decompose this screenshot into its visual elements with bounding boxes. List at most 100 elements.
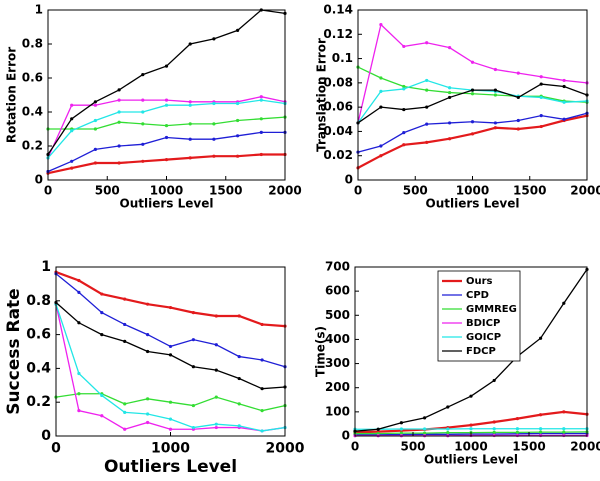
point bbox=[93, 118, 97, 123]
point bbox=[141, 110, 145, 114]
y-tick-label: 0.02 bbox=[323, 148, 353, 162]
point bbox=[168, 353, 173, 357]
point bbox=[492, 420, 496, 424]
point bbox=[237, 314, 241, 318]
x-tick-label: 2000 bbox=[266, 441, 305, 457]
y-tick-label: 0.6 bbox=[26, 327, 51, 343]
y-tick-label: 0.1 bbox=[332, 51, 353, 65]
series-line bbox=[47, 153, 285, 175]
point bbox=[214, 395, 218, 399]
point bbox=[379, 76, 383, 80]
point bbox=[214, 314, 218, 318]
point bbox=[446, 431, 450, 435]
y-tick-label: 0.14 bbox=[323, 3, 353, 17]
x-axis-label: Outliers Level bbox=[120, 197, 214, 211]
point bbox=[77, 409, 81, 413]
point bbox=[516, 118, 520, 123]
point bbox=[448, 137, 452, 141]
point bbox=[164, 158, 169, 162]
y-tick-label: 0 bbox=[35, 173, 43, 187]
x-axis-label: Outliers Level bbox=[424, 453, 518, 467]
legend-box bbox=[437, 270, 521, 362]
point bbox=[379, 154, 383, 158]
y-tick-label: 1 bbox=[41, 259, 51, 275]
point bbox=[425, 41, 429, 45]
point bbox=[188, 137, 192, 141]
point bbox=[376, 427, 380, 431]
y-axis-label: Success Rate bbox=[4, 288, 24, 414]
y-tick-label: 0.12 bbox=[323, 27, 353, 41]
point bbox=[188, 42, 192, 46]
point bbox=[168, 417, 173, 421]
point bbox=[425, 105, 429, 109]
point bbox=[70, 166, 74, 170]
x-tick-label: 1000 bbox=[456, 183, 489, 197]
point bbox=[423, 431, 427, 435]
series-line bbox=[55, 303, 286, 432]
subplot: 0 100 200 300 400 500 600 700 0 500 1000 1500 2000 Ou… bbox=[314, 260, 600, 467]
y-tick-label: 0.2 bbox=[26, 394, 51, 410]
point bbox=[70, 159, 74, 163]
point bbox=[141, 159, 145, 163]
y-tick-label: 0 bbox=[342, 429, 350, 443]
point bbox=[539, 430, 543, 434]
point bbox=[425, 88, 429, 92]
point bbox=[123, 297, 127, 301]
y-tick-label: 1 bbox=[35, 3, 43, 17]
point bbox=[562, 301, 566, 305]
point bbox=[214, 368, 218, 372]
point bbox=[470, 92, 475, 96]
point bbox=[164, 98, 169, 102]
point bbox=[70, 117, 74, 121]
point bbox=[236, 154, 240, 158]
point bbox=[562, 100, 566, 104]
point bbox=[515, 430, 520, 434]
point bbox=[470, 132, 475, 136]
point bbox=[141, 122, 145, 126]
x-tick-label: 500 bbox=[95, 183, 120, 197]
x-axis-label: Outliers Level bbox=[426, 197, 520, 211]
x-tick-label: 1500 bbox=[512, 439, 545, 453]
point bbox=[100, 292, 104, 296]
point bbox=[379, 89, 383, 93]
point bbox=[93, 100, 97, 104]
point bbox=[516, 127, 520, 131]
point bbox=[448, 90, 452, 95]
point bbox=[260, 409, 264, 413]
point bbox=[448, 121, 452, 125]
x-axis-label: Outliers Level bbox=[104, 457, 237, 477]
point bbox=[493, 67, 497, 72]
point bbox=[469, 423, 473, 427]
point bbox=[423, 427, 427, 431]
point bbox=[146, 333, 150, 337]
point bbox=[117, 98, 121, 102]
series-line bbox=[55, 304, 286, 432]
point bbox=[237, 354, 241, 359]
point bbox=[146, 349, 150, 354]
point bbox=[212, 122, 216, 126]
point bbox=[141, 98, 145, 102]
point bbox=[93, 147, 97, 151]
point bbox=[516, 71, 520, 75]
point bbox=[539, 336, 543, 340]
point bbox=[402, 87, 406, 91]
point bbox=[123, 339, 127, 343]
point bbox=[237, 376, 241, 381]
point bbox=[379, 105, 383, 109]
point bbox=[146, 412, 150, 416]
point bbox=[93, 127, 97, 131]
series-line bbox=[357, 79, 588, 124]
point bbox=[539, 427, 543, 431]
point bbox=[123, 410, 127, 414]
point bbox=[191, 403, 195, 408]
point bbox=[259, 130, 263, 134]
x-tick-label: 0 bbox=[351, 439, 359, 453]
y-tick-label: 0.4 bbox=[22, 105, 43, 119]
point bbox=[77, 321, 81, 325]
point bbox=[539, 413, 543, 417]
y-tick-label: 0.8 bbox=[22, 37, 43, 51]
point bbox=[425, 122, 429, 126]
point bbox=[100, 393, 104, 398]
point bbox=[237, 402, 241, 406]
point bbox=[146, 302, 150, 306]
